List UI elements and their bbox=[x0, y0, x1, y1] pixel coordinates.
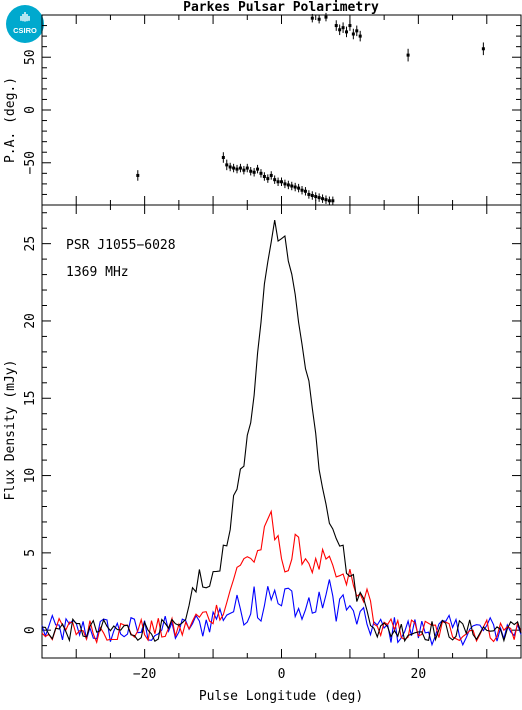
pulsar-name-annotation: PSR J1055−6028 bbox=[66, 238, 176, 253]
pa-point bbox=[232, 163, 236, 173]
flux-tick-labels: 0 5 10 15 20 25 −20 0 20 bbox=[23, 236, 426, 682]
pa-point bbox=[280, 177, 283, 186]
pa-point bbox=[266, 174, 270, 183]
flux-y-tick-label: 5 bbox=[23, 549, 38, 557]
pa-point bbox=[331, 196, 335, 205]
circular-polarization-line bbox=[41, 579, 522, 647]
pa-panel-ticks bbox=[42, 15, 521, 205]
csiro-logo-bar bbox=[26, 14, 28, 22]
pa-point bbox=[225, 159, 229, 171]
pa-panel-frame bbox=[41, 14, 522, 206]
pa-point bbox=[348, 20, 352, 31]
x-tick-label: 0 bbox=[278, 667, 286, 682]
pa-point bbox=[314, 192, 318, 201]
pa-point bbox=[235, 164, 239, 174]
pa-point bbox=[256, 164, 260, 174]
flux-panel: 0 5 10 15 20 25 −20 0 20 PSR J1055−6028 1369 MHz… bbox=[3, 204, 522, 704]
pa-point bbox=[300, 186, 304, 195]
flux-axis-label: Flux Density (mJy) bbox=[3, 360, 18, 501]
pa-point bbox=[310, 191, 314, 200]
pa-y-tick-label: 0 bbox=[23, 106, 38, 114]
flux-y-tick-label: 25 bbox=[23, 236, 38, 252]
pa-point bbox=[221, 152, 225, 163]
pa-point bbox=[338, 24, 342, 36]
pa-point bbox=[406, 48, 410, 62]
flux-panel-ticks bbox=[42, 205, 521, 658]
csiro-logo-bars bbox=[20, 12, 30, 22]
pa-point bbox=[341, 22, 345, 33]
pa-point bbox=[276, 177, 280, 186]
pa-point bbox=[286, 180, 290, 190]
pa-point bbox=[324, 195, 328, 204]
pa-point bbox=[334, 20, 338, 31]
pa-point bbox=[297, 183, 301, 193]
pa-tick-labels: −50 0 50 bbox=[23, 49, 38, 174]
pa-point bbox=[238, 163, 242, 173]
pa-point bbox=[310, 13, 314, 23]
flux-series-lines bbox=[41, 220, 522, 647]
pa-point bbox=[317, 193, 321, 202]
pa-point bbox=[136, 170, 140, 181]
csiro-logo-text: CSIRO bbox=[13, 26, 37, 35]
pa-point bbox=[283, 179, 287, 189]
pa-point bbox=[481, 42, 485, 56]
x-tick-label: 20 bbox=[411, 667, 427, 682]
pa-point bbox=[321, 194, 325, 203]
pa-point bbox=[317, 15, 321, 24]
pa-point bbox=[327, 196, 331, 205]
pa-y-tick-label: −50 bbox=[23, 151, 38, 174]
pa-point bbox=[245, 163, 249, 173]
pa-point bbox=[249, 167, 253, 176]
pa-point bbox=[303, 187, 307, 196]
flux-y-tick-label: 0 bbox=[23, 626, 38, 634]
pa-point bbox=[345, 26, 349, 38]
csiro-logo-circle bbox=[6, 5, 44, 43]
pa-point bbox=[324, 12, 328, 22]
pa-point bbox=[307, 190, 311, 199]
pa-point bbox=[252, 168, 256, 177]
flux-y-tick-label: 15 bbox=[23, 390, 38, 406]
pa-point bbox=[269, 171, 273, 180]
csiro-logo-bar bbox=[22, 14, 24, 22]
position-angle-panel: −50 0 50 P.A. (deg.) bbox=[3, 12, 522, 206]
pa-point bbox=[242, 165, 246, 175]
csiro-logo-bar bbox=[20, 16, 22, 21]
pa-point bbox=[262, 172, 266, 181]
pa-point bbox=[259, 169, 263, 178]
x-tick-label: −20 bbox=[133, 667, 156, 682]
chart-title: Parkes Pulsar Polarimetry bbox=[183, 0, 379, 15]
csiro-logo: CSIRO bbox=[6, 5, 44, 43]
x-axis-label: Pulse Longitude (deg) bbox=[199, 689, 363, 704]
pa-point bbox=[355, 25, 359, 37]
flux-y-tick-label: 20 bbox=[23, 313, 38, 329]
pa-point bbox=[351, 28, 355, 40]
pa-point bbox=[228, 162, 232, 172]
pa-point bbox=[293, 182, 297, 192]
frequency-annotation: 1369 MHz bbox=[66, 265, 129, 280]
csiro-logo-bar bbox=[28, 16, 30, 21]
pa-point bbox=[358, 30, 362, 42]
pa-point bbox=[290, 181, 294, 191]
linear-polarization-line bbox=[41, 509, 522, 645]
pa-point bbox=[273, 175, 277, 184]
csiro-logo-bar bbox=[24, 12, 26, 22]
pa-axis-label: P.A. (deg.) bbox=[3, 77, 18, 163]
total-intensity-line bbox=[41, 220, 522, 643]
flux-y-tick-label: 10 bbox=[23, 468, 38, 484]
pa-y-tick-label: 50 bbox=[23, 49, 38, 65]
pa-points bbox=[136, 12, 485, 205]
